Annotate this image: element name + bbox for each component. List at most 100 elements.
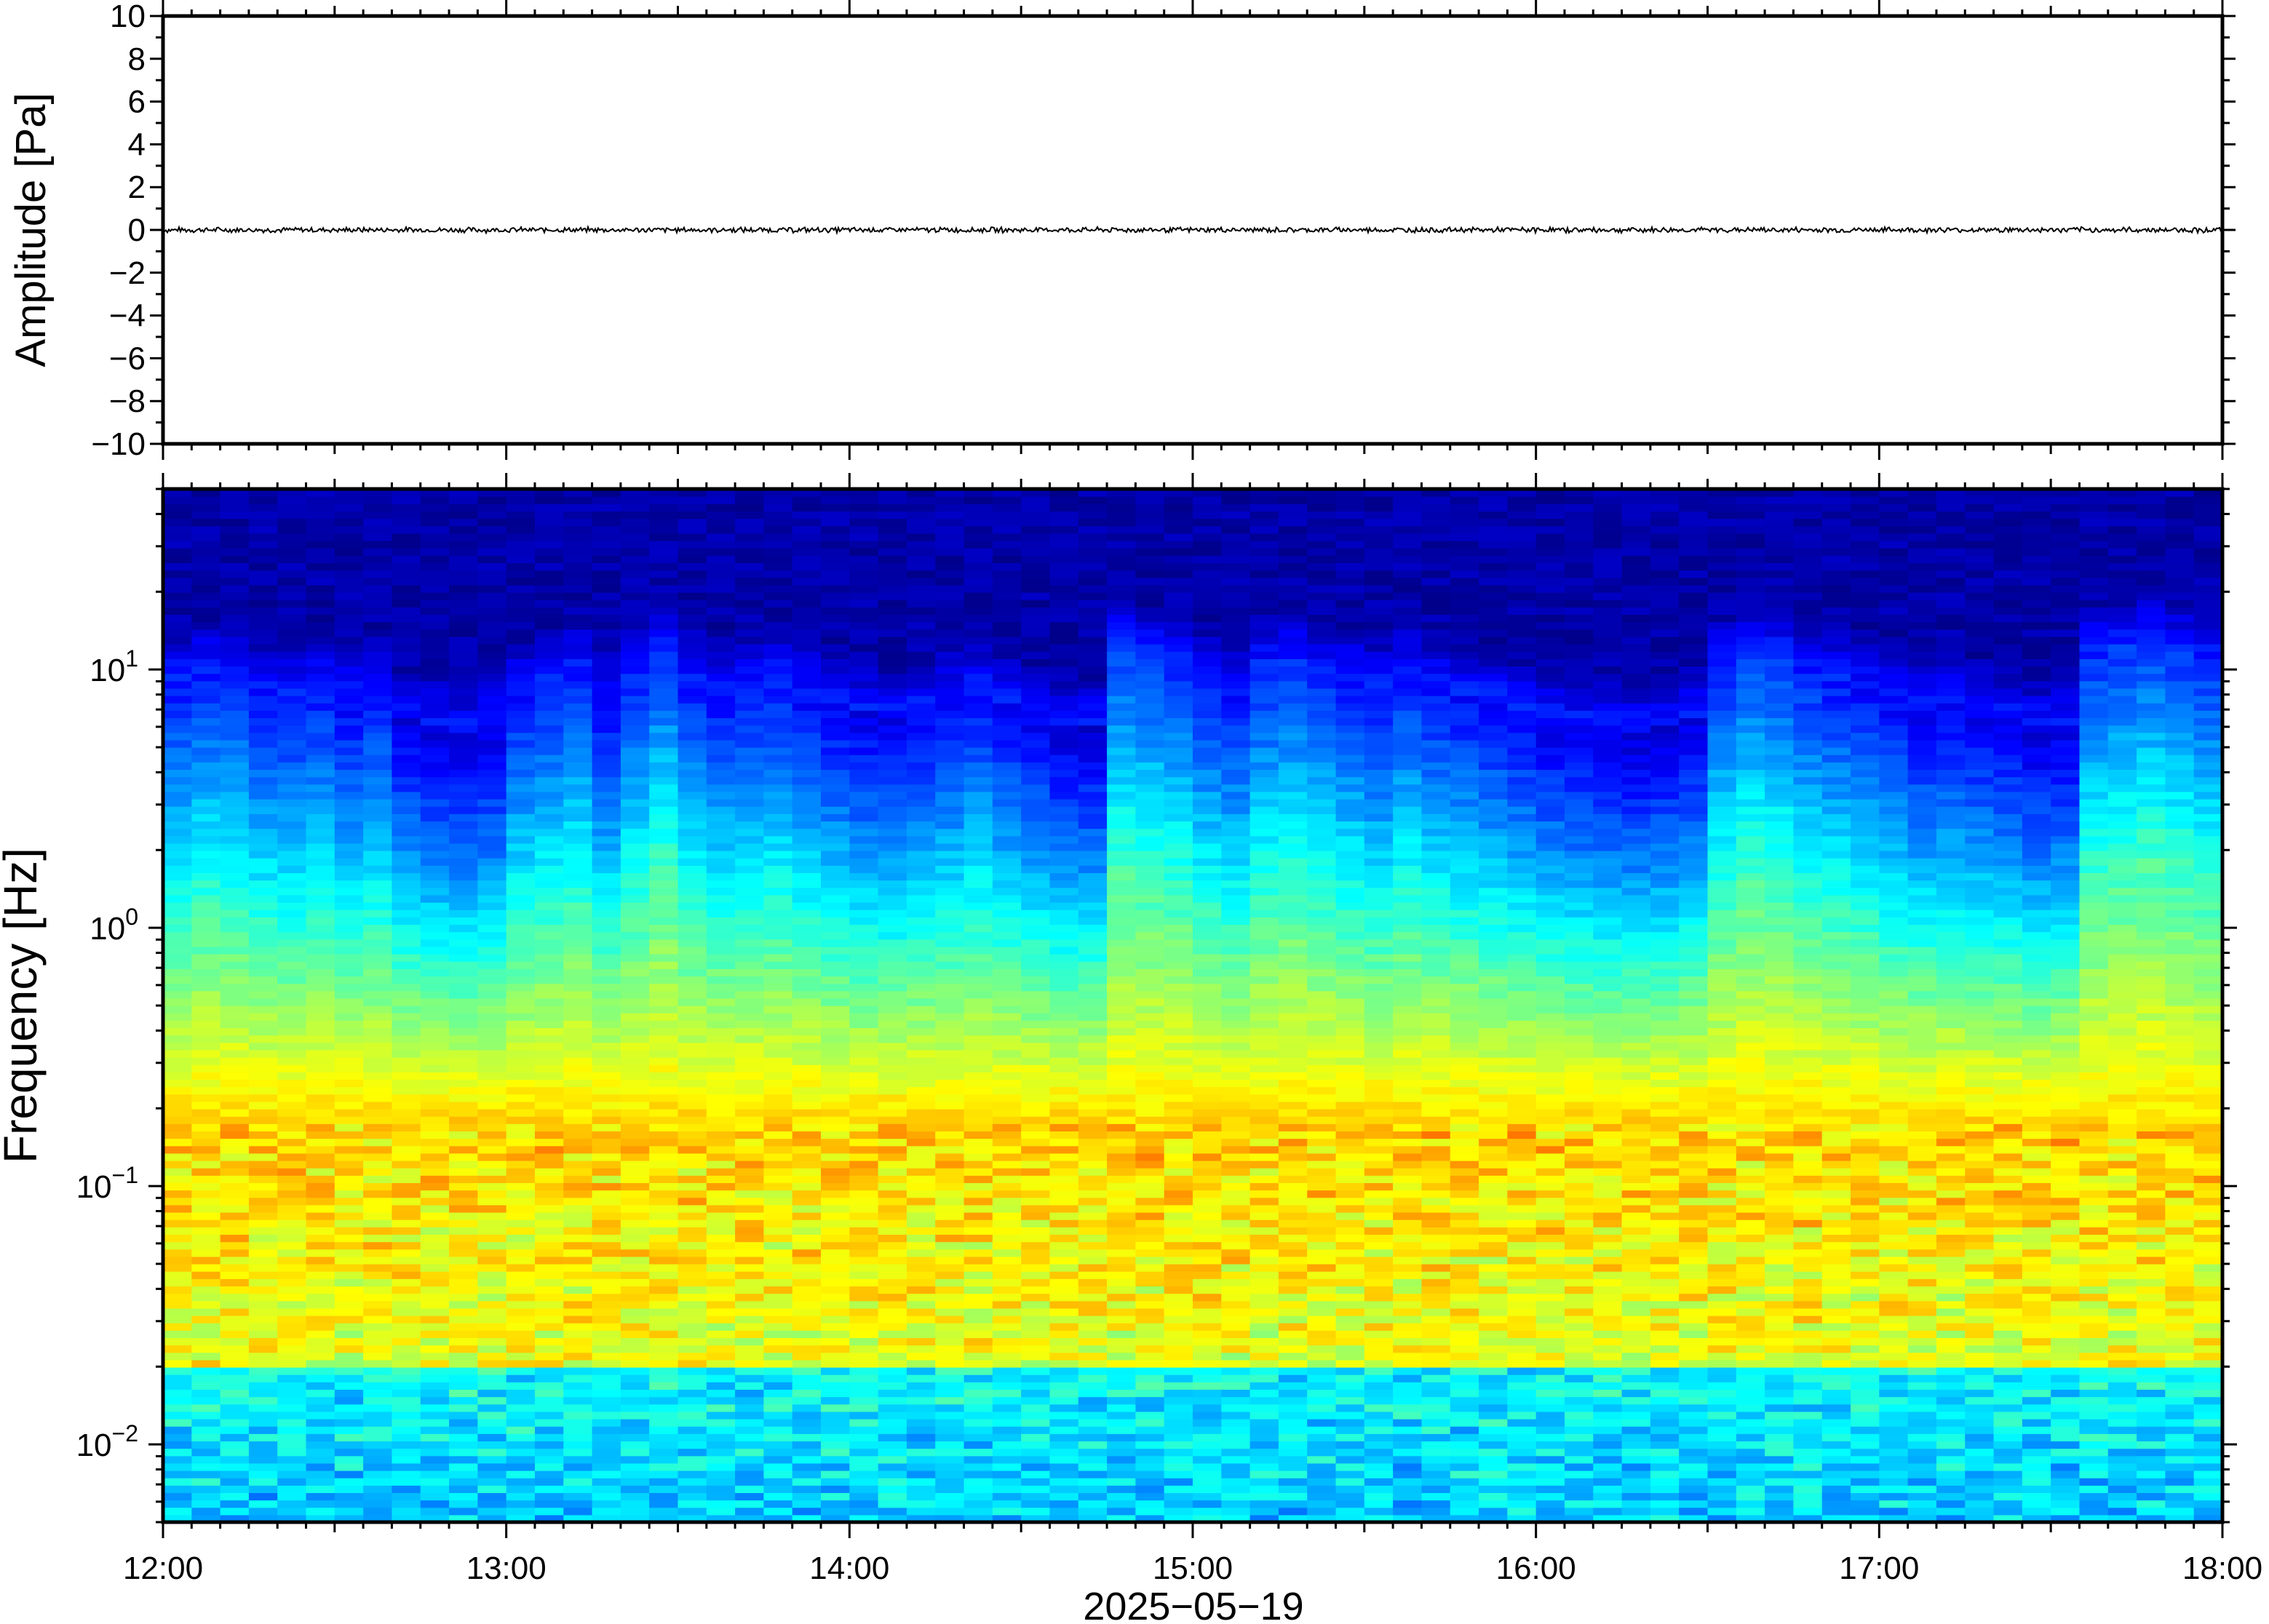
spectrogram-cell	[191, 880, 221, 888]
spectrogram-cell	[906, 983, 936, 992]
spectrogram-cell	[191, 917, 221, 926]
spectrogram-cell	[620, 541, 650, 549]
spectrogram-cell	[821, 1161, 850, 1169]
spectrogram-cell	[849, 1433, 879, 1442]
spectrogram-cell	[763, 1271, 793, 1279]
spectrogram-cell	[992, 1138, 1022, 1147]
spectrogram-cell	[306, 1455, 335, 1464]
spectrogram-cell	[649, 732, 679, 741]
spectrogram-cell	[906, 813, 936, 822]
spectrogram-cell	[735, 1441, 765, 1449]
spectrogram-cell	[849, 570, 879, 578]
spectrogram-cell	[220, 747, 250, 755]
spectrogram-cell	[363, 1013, 393, 1021]
spectrogram-cell	[677, 1227, 707, 1235]
spectrogram-cell	[277, 983, 307, 992]
spectrogram-cell	[363, 658, 393, 667]
spectrogram-cell	[277, 739, 307, 748]
spectrogram-cell	[735, 1109, 765, 1117]
spectrogram-cell	[220, 1426, 250, 1434]
spectrogram-cell	[649, 489, 679, 497]
spectrogram-cell	[534, 666, 564, 674]
spectrogram-cell	[706, 769, 736, 778]
spectrogram-cell	[992, 1478, 1022, 1486]
spectrogram-cell	[592, 776, 621, 785]
spectrogram-cell	[220, 1300, 250, 1309]
spectrogram-cell	[620, 1249, 650, 1257]
spectrogram-cell	[506, 1057, 536, 1065]
spectrogram-cell	[334, 1411, 364, 1420]
spectrogram-cell	[420, 939, 450, 947]
spectrogram-cell	[992, 872, 1022, 881]
spectrogram-cell	[449, 1101, 478, 1110]
spectrogram-cell	[163, 1264, 192, 1272]
spectrogram-cell	[191, 1006, 221, 1014]
spectrogram-cell	[306, 1286, 335, 1294]
spectrogram-cell	[1049, 813, 1079, 822]
spectrogram-cell	[735, 1286, 765, 1294]
spectrogram-cell	[763, 1234, 793, 1243]
spectrogram-cell	[392, 1500, 421, 1508]
spectrogram-cell	[449, 976, 478, 984]
spectrogram-cell	[1107, 1300, 1136, 1309]
spectrogram-cell	[1078, 1049, 1108, 1058]
spectrogram-cell	[592, 1153, 621, 1161]
spectrogram-cell	[1021, 1396, 1051, 1405]
spectrogram-cell	[963, 614, 993, 623]
spectrogram-cell	[334, 1086, 364, 1095]
spectrogram-cell	[849, 747, 879, 755]
spectrogram-cell	[248, 858, 278, 866]
spectrogram-cell	[1021, 1145, 1051, 1154]
spectrogram-cell	[649, 600, 679, 608]
spectrogram-cell	[763, 776, 793, 785]
spectrogram-cell	[963, 1101, 993, 1110]
spectrogram-cell	[277, 939, 307, 947]
spectrogram-cell	[706, 1293, 736, 1302]
spectrogram-cell	[1021, 976, 1051, 984]
spectrogram-cell	[821, 1478, 850, 1486]
spectrogram-cell	[821, 784, 850, 792]
spectrogram-cell	[220, 525, 250, 534]
spectrogram-cell	[534, 496, 564, 504]
spectrogram-cell	[878, 1227, 907, 1235]
spectrogram-cell	[392, 1101, 421, 1110]
spectrogram-cell	[191, 1374, 221, 1382]
spectrogram-cell	[563, 894, 593, 903]
spectrogram-cell	[677, 843, 707, 851]
spectrogram-cell	[763, 658, 793, 667]
spectrogram-cell	[420, 511, 450, 520]
spectrogram-cell	[821, 1462, 850, 1471]
spectrogram-cell	[649, 1448, 679, 1457]
spectrogram-cell	[935, 872, 965, 881]
spectrogram-cell	[449, 843, 478, 851]
spectrogram-cell	[1078, 1404, 1108, 1412]
spectrogram-cell	[763, 998, 793, 1006]
spectrogram-cell	[563, 1197, 593, 1206]
spectrogram-cell	[620, 584, 650, 593]
spectrogram-cell	[277, 673, 307, 682]
spectrogram-cell	[592, 784, 621, 792]
spectrogram-cell	[277, 1249, 307, 1257]
spectrogram-cell	[1107, 548, 1136, 556]
spectrogram-cell	[1078, 946, 1108, 955]
spectrogram-cell	[935, 990, 965, 999]
spectrogram-cell	[334, 1161, 364, 1169]
spectrogram-cell	[449, 1478, 478, 1486]
spectrogram-cell	[849, 607, 879, 616]
spectrogram-cell	[363, 673, 393, 682]
spectrogram-cell	[392, 946, 421, 955]
spectrogram-cell	[477, 968, 507, 977]
spectrogram-cell	[191, 511, 221, 520]
spectrogram-cell	[963, 680, 993, 689]
spectrogram-cell	[906, 592, 936, 600]
spectrogram-cell	[935, 1064, 965, 1072]
spectrogram-cell	[706, 533, 736, 541]
spectrogram-cell	[334, 503, 364, 512]
spectrogram-cell	[849, 1455, 879, 1464]
spectrogram-cell	[477, 1323, 507, 1331]
spectrogram-cell	[563, 806, 593, 814]
spectrogram-cell	[306, 1500, 335, 1508]
spectrogram-cell	[849, 799, 879, 807]
spectrogram-cell	[506, 577, 536, 586]
spectrogram-cell	[1049, 1020, 1079, 1029]
